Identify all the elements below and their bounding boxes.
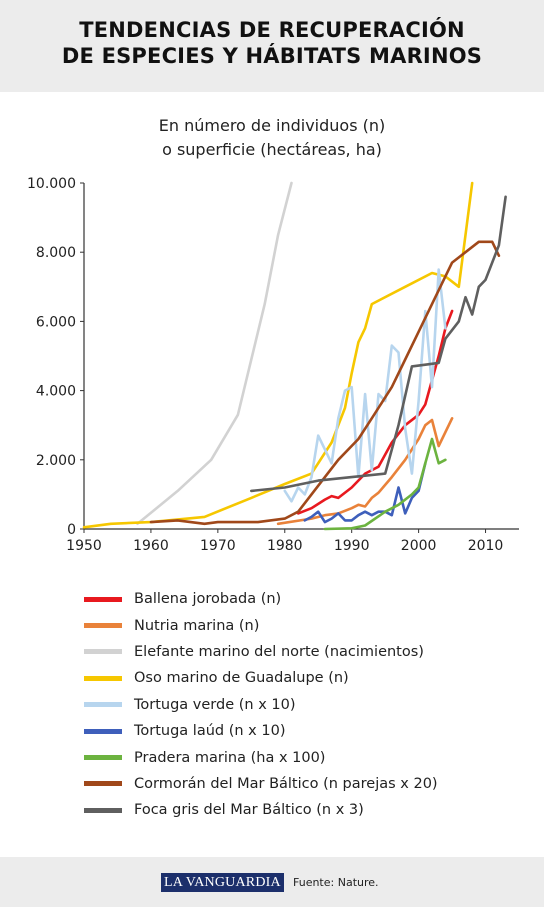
y-tick-label: 10.000 (27, 176, 76, 192)
legend-label: Elefante marino del norte (nacimientos) (134, 643, 424, 660)
x-tick-label: 1950 (66, 538, 102, 554)
series-line (323, 437, 447, 531)
chart-legend: Ballena jorobada (n) Nutria marina (n) Ele… (84, 586, 514, 824)
series-line (82, 181, 474, 529)
legend-swatch (84, 596, 122, 602)
legend-swatch (84, 728, 122, 734)
y-tick-label: 0 (67, 522, 76, 538)
legend-label: Oso marino de Guadalupe (n) (134, 670, 349, 687)
series-line (149, 240, 501, 526)
x-tick-label: 2000 (401, 538, 437, 554)
legend-label: Ballena jorobada (n) (134, 591, 282, 608)
legend-swatch (84, 807, 122, 813)
series-line (136, 181, 293, 526)
legend-swatch (84, 781, 122, 787)
legend-label: Pradera marina (ha x 100) (134, 749, 326, 766)
x-tick-label: 1960 (133, 538, 169, 554)
chart-subtitle: En número de individuos (n) o superficie… (0, 114, 544, 162)
legend-item: Oso marino de Guadalupe (n) (84, 665, 514, 691)
line-chart: 0 2.000 4.000 6.000 8.000 10.000 1950 1960 1970 1… (27, 176, 519, 554)
x-tick-label: 2010 (468, 538, 504, 554)
legend-item: Nutria marina (n) (84, 612, 514, 638)
legend-item: Pradera marina (ha x 100) (84, 744, 514, 770)
y-tick-label: 2.000 (36, 453, 76, 469)
x-tick-label: 1970 (200, 538, 236, 554)
source-note: Fuente: Nature. (293, 876, 379, 889)
legend-item: Foca gris del Mar Báltico (n x 3) (84, 797, 514, 823)
y-tick-label: 4.000 (36, 384, 76, 400)
x-tick-label: 1990 (334, 538, 370, 554)
title-line-2: DE ESPECIES Y HÁBITATS MARINOS (61, 44, 483, 68)
legend-swatch (84, 623, 122, 629)
legend-label: Cormorán del Mar Báltico (n parejas x 20… (134, 775, 438, 792)
series-line (276, 417, 454, 526)
chart-title: TENDENCIAS DE RECUPERACIÓN DE ESPECIES Y… (0, 17, 544, 69)
title-line-1: TENDENCIAS DE RECUPERACIÓN (79, 18, 465, 42)
legend-swatch (84, 702, 122, 708)
series-line (283, 268, 447, 503)
legend-label: Nutria marina (n) (134, 617, 260, 634)
header-band: TENDENCIAS DE RECUPERACIÓN DE ESPECIES Y… (0, 0, 544, 92)
legend-swatch (84, 675, 122, 681)
legend-item: Tortuga verde (n x 10) (84, 692, 514, 718)
y-tick-label: 8.000 (36, 245, 76, 261)
series-line (296, 309, 454, 515)
legend-label: Foca gris del Mar Báltico (n x 3) (134, 802, 364, 819)
legend-label: Tortuga verde (n x 10) (134, 696, 296, 713)
series-line (303, 461, 427, 524)
subtitle-line-1: En número de individuos (n) (158, 116, 386, 135)
legend-item: Elefante marino del norte (nacimientos) (84, 639, 514, 665)
series-line (250, 195, 507, 493)
legend-item: Tortuga laúd (n x 10) (84, 718, 514, 744)
legend-item: Cormorán del Mar Báltico (n parejas x 20… (84, 771, 514, 797)
y-tick-label: 6.000 (36, 314, 76, 330)
legend-label: Tortuga laúd (n x 10) (134, 723, 286, 740)
legend-item: Ballena jorobada (n) (84, 586, 514, 612)
subtitle-line-2: o superficie (hectáreas, ha) (162, 140, 382, 159)
legend-swatch (84, 755, 122, 761)
brand-logo: LA VANGUARDIA (161, 873, 284, 892)
legend-swatch (84, 649, 122, 655)
x-tick-label: 1980 (267, 538, 303, 554)
